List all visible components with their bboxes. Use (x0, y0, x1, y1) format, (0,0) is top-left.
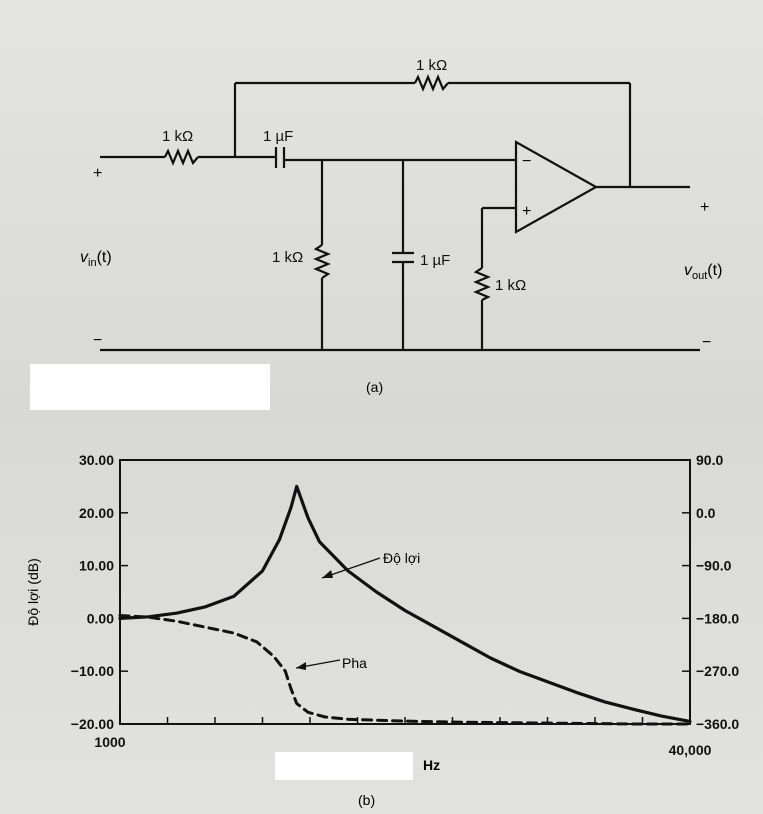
series-line-phase (118, 614, 692, 726)
right-tick-label: −90.0 (696, 558, 732, 574)
input-resistor (164, 148, 199, 166)
shunt-resistor-label: 1 kΩ (272, 249, 303, 266)
feedback-resistor-label: 1 kΩ (416, 57, 447, 74)
bode-chart: 30.00 20.00 10.00 0.00 −10.00 −20.00 90.0 0.0 −… (25, 452, 739, 808)
opamp-minus-label: − (522, 153, 531, 170)
shunt-capacitor-label: 1 µF (420, 252, 450, 269)
annotation-arrowhead-gain (322, 570, 333, 578)
input-plus-sign: + (93, 165, 102, 182)
right-tick-label: −180.0 (696, 610, 739, 626)
series-line-gain (118, 484, 692, 724)
input-minus-sign: − (93, 332, 102, 349)
x-axis-label: Hz (423, 757, 440, 773)
y-axis-label: Độ lợi (dB) (25, 558, 41, 626)
noninv-resistor (473, 267, 491, 301)
op-amp (514, 140, 599, 234)
circuit-diagram: 1 kΩ 1 kΩ 1 µF 1 kΩ 1 µF 1 kΩ − + + − + … (30, 57, 722, 410)
right-tick-label: 90.0 (696, 452, 723, 468)
x-tick-label-min: 1000 (94, 734, 125, 750)
series-layer (118, 484, 692, 726)
right-axis-ticks: 90.0 0.0 −90.0 −180.0 −270.0 −360.0 (682, 452, 739, 732)
shunt-resistor (313, 244, 331, 279)
left-tick-label: −10.00 (71, 663, 114, 679)
right-tick-label: −270.0 (696, 663, 739, 679)
series-capacitor-label: 1 µF (263, 128, 293, 145)
left-tick-label: 10.00 (79, 558, 114, 574)
output-plus-sign: + (700, 199, 709, 216)
plot-frame (119, 459, 691, 725)
left-tick-label: 30.00 (79, 452, 114, 468)
input-voltage-label: vin(t) (80, 249, 112, 269)
right-tick-label: −360.0 (696, 716, 739, 732)
annotation-arrowhead-phase (296, 662, 306, 670)
output-voltage-label: vout(t) (684, 262, 722, 282)
feedback-resistor (414, 74, 449, 92)
opamp-plus-label: + (522, 203, 531, 220)
left-tick-label: 20.00 (79, 505, 114, 521)
input-resistor-label: 1 kΩ (162, 128, 193, 145)
left-tick-label: 0.00 (87, 610, 114, 626)
noninv-resistor-label: 1 kΩ (495, 277, 526, 294)
annotation-gain: Độ lợi (383, 550, 420, 566)
left-tick-label: −20.00 (71, 716, 114, 732)
x-tick-label-max: 40,000 (669, 742, 712, 758)
left-axis-ticks: 30.00 20.00 10.00 0.00 −10.00 −20.00 (71, 452, 128, 732)
redaction-box-b (275, 752, 413, 780)
output-minus-sign: − (702, 334, 711, 351)
annotation-phase: Pha (342, 655, 367, 671)
right-tick-label: 0.0 (696, 505, 716, 521)
caption-a: (a) (366, 379, 383, 395)
caption-b: (b) (358, 792, 375, 808)
redaction-box-a (30, 364, 270, 410)
